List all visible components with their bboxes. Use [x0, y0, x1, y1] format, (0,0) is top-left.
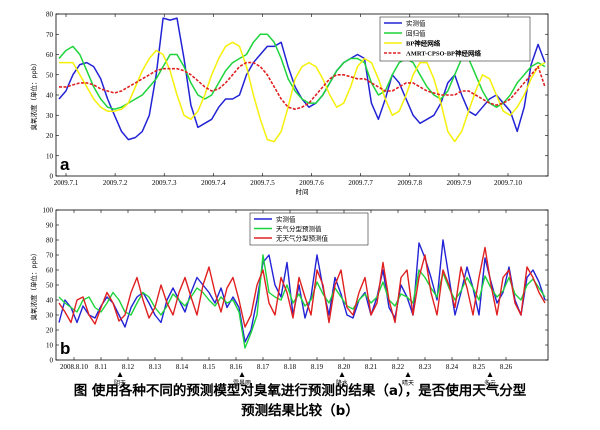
y-tick-label: 70	[46, 252, 54, 260]
x-tick-label: 8.22	[392, 363, 405, 371]
y-tick-label: 50	[46, 282, 54, 290]
x-tick-label: 8.23	[419, 363, 432, 371]
chart-a: 0 10 20 30 40 50 60 70 80 2009.7.1 2009.7.2 2009.7.…	[29, 11, 549, 196]
y-tick-label: 40	[46, 92, 54, 100]
annotation-arrow	[487, 372, 493, 377]
x-tick-label: 2009.7.4	[201, 179, 226, 187]
legend-label-2: 天气分型预测值	[276, 224, 322, 233]
x-tick-label: 8.11	[95, 363, 107, 371]
series-line-3	[58, 246, 546, 328]
y-tick-label: 90	[46, 222, 54, 230]
x-tick-label: 2009.7.5	[250, 179, 275, 187]
caption-line-1: 图 使用各种不同的预测模型对臭氧进行预测的结果（a），是否使用天气分型	[73, 383, 527, 399]
legend-label-1: 实测值	[406, 18, 426, 27]
caption-line-2: 预测结果比较（b）	[241, 403, 359, 419]
legend-label-3: 无天气分型预测值	[276, 233, 329, 242]
annotation-label: 雷暴雨	[233, 380, 251, 387]
x-tick-label: 2009.7.9	[447, 179, 472, 187]
annotation-arrow	[239, 372, 245, 377]
x-tick-label: 8.26	[500, 363, 513, 371]
y-tick-label: 10	[46, 152, 54, 160]
y-tick-label: 20	[46, 327, 54, 335]
y-tick-label: 40	[46, 297, 54, 305]
y-axis-label: 臭氧浓度（单位：ppb）	[29, 60, 38, 131]
legend-label-2: 回归值	[406, 28, 426, 37]
y-tick-label: 0	[50, 173, 54, 181]
y-tick-label: 80	[46, 237, 54, 245]
annotation-arrow	[405, 372, 411, 377]
legend-label-1: 实测值	[276, 214, 296, 223]
legend-box	[379, 16, 531, 62]
y-tick-label: 10	[46, 342, 54, 350]
chart-b: 0 10 20 30 40 50 60 70 80 90 100 2008.8.10 8.11 8.12 8…	[29, 207, 549, 387]
y-tick-label: 30	[46, 312, 54, 320]
x-tick-label: 2009.7.8	[398, 179, 423, 187]
x-tick-label: 2009.7.6	[299, 179, 324, 187]
x-tick-label: 8.12	[122, 363, 135, 371]
x-tick-label: 8.13	[149, 363, 162, 371]
x-tick-label: 8.17	[257, 363, 270, 371]
y-tick-label: 0	[50, 357, 54, 365]
x-tick-label: 8.18	[284, 363, 297, 371]
x-tick-label: 2009.7.2	[103, 179, 128, 187]
legend-label-3: BP神经网络	[406, 38, 441, 47]
y-tick-label: 20	[46, 132, 54, 140]
x-tick-label: 2009.7.7	[348, 179, 373, 187]
panel-label: a	[60, 155, 70, 174]
annotation-arrow	[117, 372, 123, 377]
x-tick-label: 8.19	[311, 363, 324, 371]
annotation-arrow	[339, 372, 345, 377]
x-tick-label: 2009.7.1	[54, 179, 79, 187]
x-tick-label: 8.24	[446, 363, 459, 371]
x-tick-label: 8.25	[473, 363, 486, 371]
y-axis-label: 臭氧浓度（单位：ppb）	[29, 250, 38, 321]
x-tick-label: 8.20	[338, 363, 351, 371]
y-tick-label: 60	[46, 51, 54, 59]
series-line-4	[59, 61, 546, 110]
series-line-2	[58, 254, 546, 349]
y-tick-label: 80	[46, 11, 54, 19]
legend-label-4: AMRT-CPSO-BP神经网络	[406, 48, 482, 57]
y-tick-label: 70	[46, 31, 54, 39]
y-tick-label: 100	[43, 207, 54, 215]
y-tick-label: 60	[46, 267, 54, 275]
series-line-3	[59, 41, 546, 143]
x-tick-label: 8.16	[230, 363, 243, 371]
x-axis-label: 时间	[296, 187, 309, 196]
y-tick-label: 50	[46, 71, 54, 79]
x-tick-label: 2009.7.10	[494, 179, 523, 187]
x-tick-label: 8.21	[365, 363, 378, 371]
panel-label: b	[60, 339, 70, 358]
x-tick-label: 2009.7.3	[152, 179, 177, 187]
annotation-label: 多云	[484, 379, 496, 387]
annotation-label: 阴天	[114, 379, 126, 387]
annotation-label: 降水	[336, 379, 348, 387]
x-tick-label: 8.14	[176, 363, 189, 371]
y-tick-label: 30	[46, 112, 54, 120]
x-tick-label: 2008.8.10	[60, 363, 89, 371]
x-tick-label: 8.15	[203, 363, 216, 371]
annotation-label: 晴天	[402, 379, 414, 387]
